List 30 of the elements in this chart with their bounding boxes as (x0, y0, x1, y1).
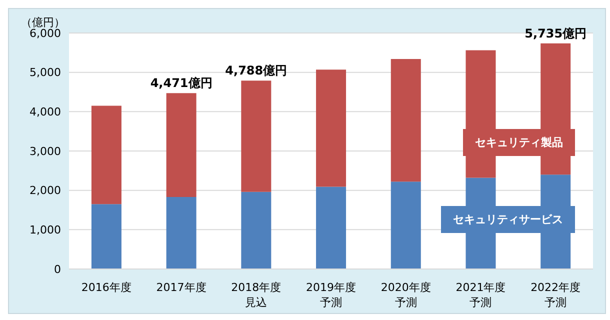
x-tick-label: 2021年度予測 (456, 281, 506, 309)
bar (316, 186, 346, 269)
x-tick-label: 2017年度 (156, 281, 206, 294)
x-tick-label: 2022年度予測 (530, 281, 581, 309)
x-tick-label: 2018年度見込 (231, 281, 282, 309)
bar (390, 182, 421, 269)
y-tick-label: 3,000 (30, 144, 61, 158)
total-label: 4,471億円 (150, 76, 212, 90)
x-tick-label: 2020年度予測 (380, 281, 431, 309)
bar (241, 80, 272, 192)
x-tick-label: 2016年度 (81, 281, 132, 294)
bar (166, 93, 196, 198)
series-label: セキュリティ製品 (463, 129, 575, 156)
y-tick-label: 6,000 (30, 26, 61, 40)
y-tick-label: 4,000 (30, 106, 61, 119)
total-label: 4,788億円 (225, 64, 288, 78)
y-tick-label: 5,000 (30, 66, 61, 80)
bar (390, 58, 421, 182)
bar (316, 70, 346, 187)
y-tick-label: 2,000 (30, 184, 61, 198)
y-axis-title: （億円） (21, 15, 65, 29)
total-label: 5,735億円 (524, 26, 587, 40)
bar (241, 192, 272, 269)
bar (91, 106, 122, 204)
x-tick-label: 2019年度予測 (306, 281, 356, 309)
bar (91, 204, 122, 269)
series-label: セキュリティサービス (441, 206, 575, 233)
y-tick-label: 1,000 (30, 224, 61, 237)
bar (166, 197, 196, 269)
y-tick-label: 0 (54, 262, 61, 276)
